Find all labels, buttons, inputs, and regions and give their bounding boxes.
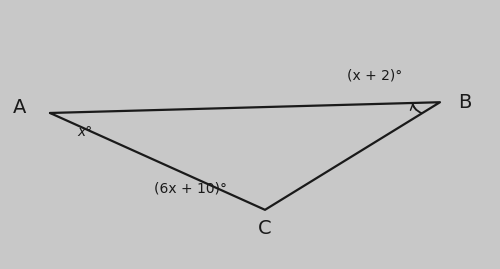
- Text: (6x + 10)°: (6x + 10)°: [154, 181, 226, 195]
- Text: x°: x°: [78, 125, 92, 139]
- Text: B: B: [458, 93, 471, 112]
- Text: A: A: [14, 98, 26, 117]
- Text: (x + 2)°: (x + 2)°: [348, 68, 403, 82]
- Text: C: C: [258, 219, 272, 238]
